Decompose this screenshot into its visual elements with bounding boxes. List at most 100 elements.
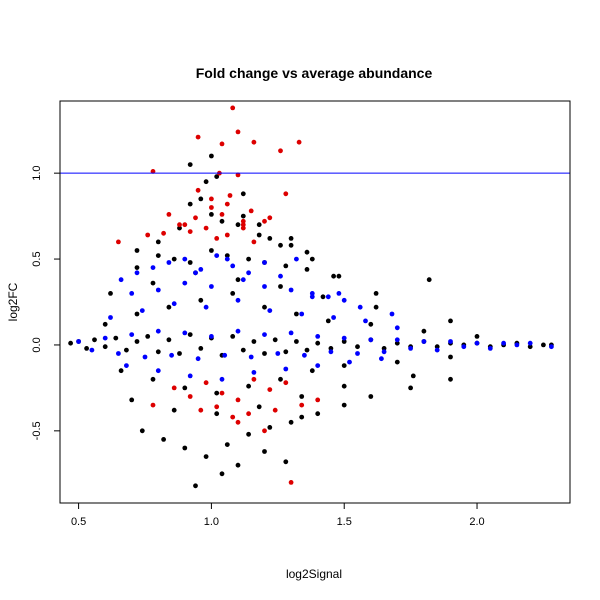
- data-point-s0: [309, 256, 315, 262]
- data-point-s0: [214, 390, 220, 396]
- data-point-s1: [155, 368, 161, 374]
- data-point-s0: [214, 411, 220, 417]
- y-axis: -0.5 0.0 0.5 1.0: [31, 166, 61, 440]
- data-point-s1: [341, 335, 347, 341]
- data-point-s2: [195, 187, 201, 193]
- data-point-s0: [251, 339, 257, 344]
- data-point-s0: [155, 349, 161, 355]
- data-point-s0: [381, 346, 387, 351]
- data-point-s0: [278, 242, 283, 248]
- data-point-s1: [336, 291, 342, 296]
- data-point-s1: [214, 253, 220, 258]
- data-point-s0: [527, 344, 533, 350]
- data-point-s0: [187, 162, 193, 168]
- data-point-s1: [142, 354, 148, 360]
- data-point-s2: [251, 239, 257, 245]
- data-point-s1: [251, 370, 257, 375]
- data-point-s1: [195, 356, 201, 362]
- data-point-s1: [315, 363, 321, 368]
- data-point-s0: [134, 248, 140, 253]
- data-point-s0: [224, 253, 230, 258]
- data-point-s0: [177, 351, 182, 356]
- data-point-s0: [193, 483, 198, 489]
- data-point-s0: [294, 311, 299, 317]
- data-point-s2: [315, 397, 321, 403]
- data-point-s1: [182, 256, 188, 262]
- data-point-s0: [134, 311, 140, 317]
- data-point-s1: [193, 270, 198, 276]
- data-point-s0: [203, 179, 209, 185]
- data-point-s2: [262, 428, 267, 434]
- data-point-s1: [389, 311, 395, 317]
- data-point-s1: [474, 340, 480, 346]
- data-point-s0: [256, 404, 262, 410]
- data-point-s2: [209, 205, 214, 210]
- y-tick-label: -0.5: [31, 421, 43, 440]
- data-point-s0: [421, 328, 427, 334]
- data-point-s2: [246, 411, 252, 417]
- data-point-s1: [108, 315, 113, 320]
- data-point-s1: [288, 287, 294, 293]
- data-point-s1: [309, 294, 315, 300]
- data-point-s0: [373, 291, 379, 296]
- data-point-s2: [235, 129, 241, 135]
- data-point-s0: [198, 196, 204, 202]
- data-point-s0: [161, 437, 167, 442]
- data-point-s2: [203, 380, 209, 386]
- data-point-s0: [155, 239, 161, 245]
- data-point-s0: [304, 267, 310, 272]
- data-point-s0: [118, 368, 124, 374]
- data-point-s0: [155, 253, 161, 258]
- data-point-s0: [304, 347, 310, 353]
- data-point-s1: [155, 328, 161, 334]
- x-tick-label: 0.5: [71, 516, 86, 528]
- data-point-s0: [129, 397, 135, 403]
- data-point-s2: [235, 397, 241, 403]
- data-point-s1: [487, 346, 493, 351]
- data-point-s0: [219, 218, 225, 224]
- data-point-s1: [235, 328, 241, 334]
- data-point-s0: [246, 431, 252, 437]
- data-point-s2: [219, 212, 225, 217]
- data-point-s1: [381, 349, 387, 355]
- data-point-s0: [92, 337, 97, 343]
- data-point-s0: [262, 449, 267, 454]
- data-point-s0: [304, 249, 310, 255]
- x-tick-label: 2.0: [469, 516, 484, 528]
- data-point-s0: [341, 402, 347, 408]
- data-point-s1: [116, 351, 121, 356]
- data-point-s0: [166, 304, 172, 310]
- data-point-s2: [214, 404, 220, 410]
- data-point-s0: [240, 191, 246, 197]
- data-point-s2: [267, 215, 273, 221]
- data-point-s1: [394, 337, 400, 343]
- data-point-s0: [187, 332, 193, 337]
- data-point-s2: [278, 148, 283, 154]
- data-point-s1: [224, 256, 230, 262]
- data-point-s2: [161, 230, 167, 236]
- data-point-s2: [145, 232, 151, 238]
- data-point-s1: [219, 376, 225, 382]
- data-point-s1: [235, 297, 241, 303]
- data-point-s0: [150, 280, 156, 286]
- data-point-s0: [341, 383, 347, 389]
- data-point-s0: [224, 442, 230, 447]
- data-point-s0: [448, 354, 453, 360]
- data-point-s0: [448, 318, 453, 324]
- data-point-s2: [235, 419, 241, 425]
- data-point-s1: [302, 352, 307, 358]
- data-point-s1: [155, 287, 161, 293]
- data-point-s0: [134, 265, 140, 270]
- data-point-s0: [541, 342, 546, 348]
- y-axis-label: log2FC: [6, 282, 20, 321]
- data-point-s0: [182, 385, 188, 391]
- data-point-s0: [230, 291, 236, 296]
- data-point-s0: [209, 153, 214, 159]
- data-point-s1: [275, 351, 281, 356]
- data-point-s2: [288, 480, 294, 485]
- data-point-s1: [357, 304, 363, 310]
- data-point-s2: [262, 218, 267, 224]
- data-point-s1: [283, 366, 289, 372]
- data-point-s1: [421, 339, 427, 344]
